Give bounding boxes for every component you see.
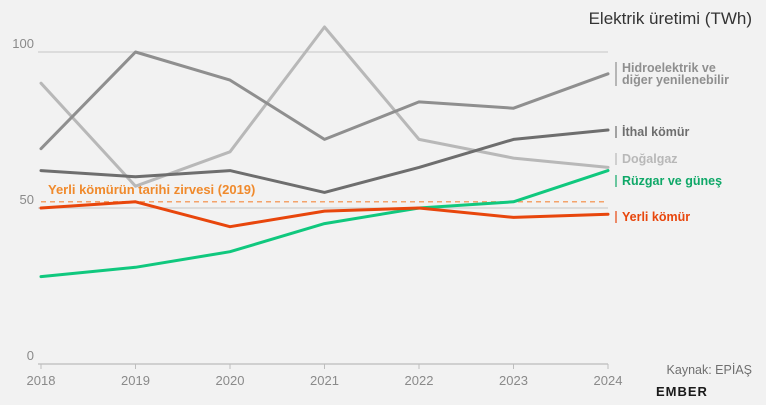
series-line [39,169,610,279]
series-line [39,200,610,229]
series-label: Rüzgar ve güneş [622,174,722,188]
y-tick-label: 0 [27,348,34,363]
y-tick-label: 50 [20,192,34,207]
series-label: Yerli kömür [622,210,690,224]
x-tick-label: 2020 [216,373,245,388]
x-axis-ticks: 2018 2019 2020 2021 2022 2023 2024 [27,364,623,388]
y-axis-ticks: 0 50 100 [12,36,34,363]
x-tick-label: 2022 [405,373,434,388]
x-tick-label: 2024 [594,373,623,388]
series-label: Hidroelektrik ve [622,61,716,75]
series-label: İthal kömür [622,124,690,139]
brand-logo: EMBER [656,384,708,399]
chart-title: Elektrik üretimi (TWh) [589,9,752,28]
series-label: Doğalgaz [622,152,678,166]
series-label: diğer yenilenebilir [622,73,729,87]
reference-line-label: Yerli kömürün tarihi zirvesi (2019) [48,182,255,197]
y-tick-label: 100 [12,36,34,51]
x-tick-label: 2021 [310,373,339,388]
series-line [39,50,610,151]
x-tick-label: 2019 [121,373,150,388]
series-line [39,25,610,188]
source-label: Kaynak: EPİAŞ [667,363,752,377]
x-tick-label: 2023 [499,373,528,388]
series-lines [39,25,610,279]
x-tick-label: 2018 [27,373,56,388]
series-line [39,128,610,194]
grid [38,51,608,365]
